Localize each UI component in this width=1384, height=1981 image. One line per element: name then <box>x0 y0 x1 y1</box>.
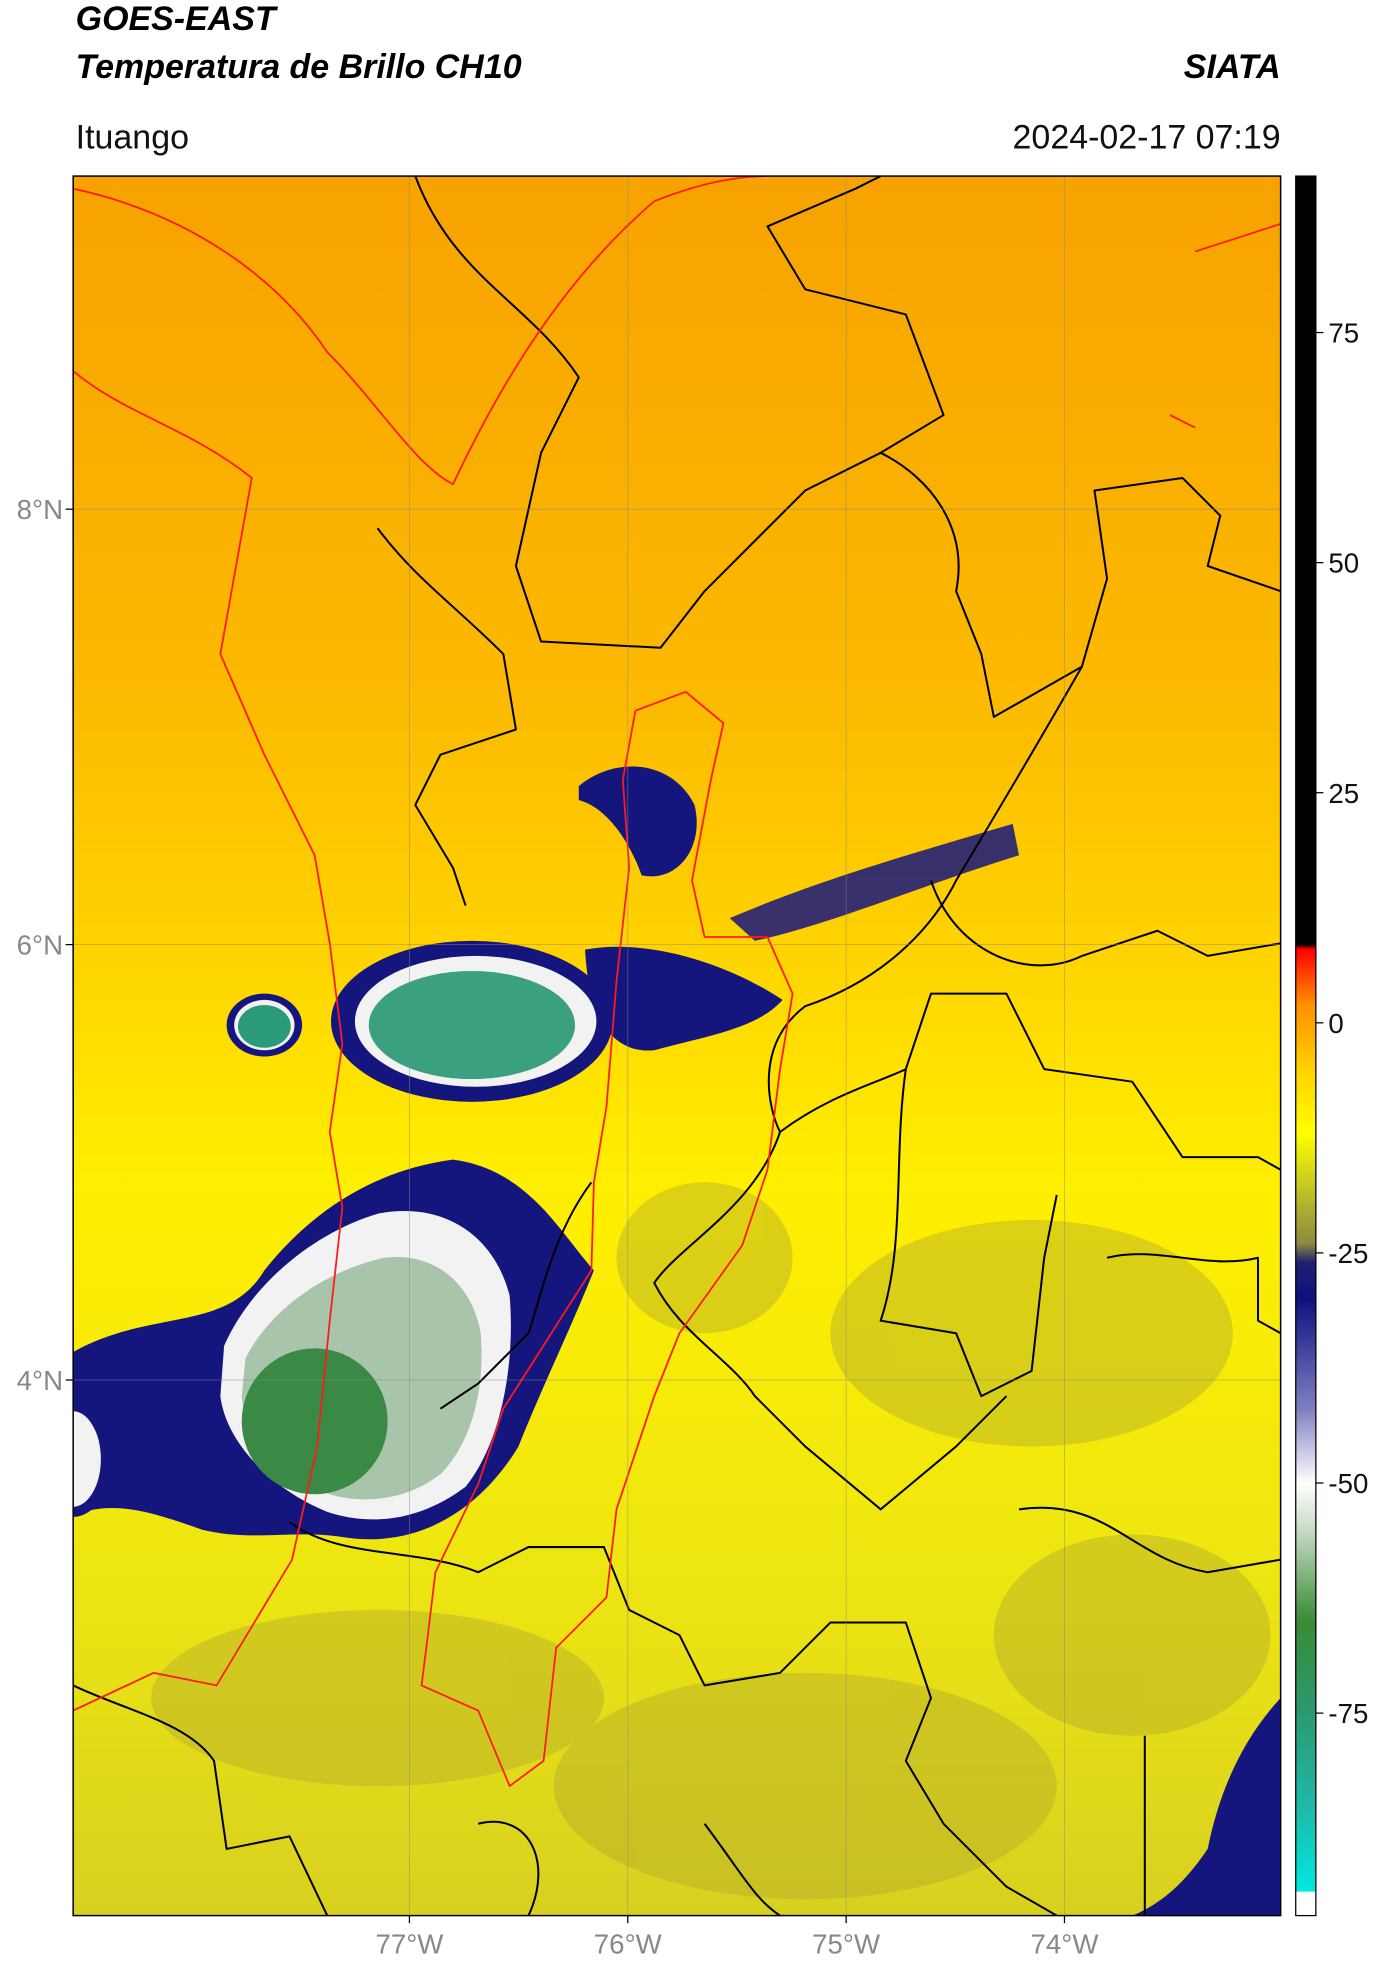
border <box>73 1684 329 1916</box>
cloud <box>1132 1698 1281 1916</box>
border <box>477 1820 781 1916</box>
y-tick-label: 4°N <box>17 1365 63 1396</box>
border <box>288 1521 1058 1916</box>
colorbar-tick-label: -75 <box>1328 1698 1368 1729</box>
olive-patches <box>151 1182 1271 1900</box>
map-imagery <box>73 176 1281 1916</box>
region-outline <box>420 690 794 1787</box>
coastline <box>1169 223 1281 429</box>
y-tick-label: 6°N <box>17 930 63 961</box>
coastline <box>73 370 344 1712</box>
patch <box>553 1672 1057 1900</box>
border <box>767 666 1281 1171</box>
border <box>1018 1506 1281 1916</box>
x-tick-label: 75°W <box>812 1928 881 1959</box>
colorbar <box>1295 175 1317 1917</box>
cloud <box>578 766 697 877</box>
map-frame <box>72 175 1282 1917</box>
cloud <box>585 946 783 1051</box>
brand: SIATA <box>1184 48 1281 86</box>
colorbar-tick-label: -50 <box>1328 1468 1368 1499</box>
patch <box>616 1182 793 1334</box>
coastline <box>73 176 768 486</box>
x-tick-label: 74°W <box>1031 1928 1100 1959</box>
cloud <box>73 1401 111 1517</box>
colorbar-tick-label: 0 <box>1328 1008 1343 1039</box>
grid <box>73 176 1281 1916</box>
border <box>376 527 517 906</box>
title-line: GOES-EAST <box>76 0 279 38</box>
colorbar-tick-label: 50 <box>1328 548 1359 579</box>
colorbar-tick-label: -25 <box>1328 1238 1368 1269</box>
y-tick-label: 8°N <box>17 494 63 525</box>
patch <box>993 1534 1271 1736</box>
timestamp: 2024-02-17 07:19 <box>1013 118 1281 156</box>
patch <box>830 1220 1233 1447</box>
border <box>880 451 1281 718</box>
x-tick-label: 77°W <box>375 1928 444 1959</box>
border <box>879 1068 1058 1398</box>
border <box>930 880 1281 967</box>
border <box>439 1181 593 1410</box>
location: Ituango <box>76 118 189 156</box>
patch <box>151 1609 604 1787</box>
colorbar-tick-label: 75 <box>1328 318 1359 349</box>
cloud-band <box>729 823 1020 941</box>
border <box>414 176 945 649</box>
border <box>653 1131 1008 1511</box>
cloud <box>237 1004 291 1048</box>
title-line: Temperatura de Brillo CH10 <box>76 48 522 86</box>
colorbar-tick-label: 25 <box>1328 778 1359 809</box>
cloud <box>241 1348 388 1495</box>
border <box>1106 1253 1281 1335</box>
cloud <box>368 971 576 1080</box>
x-tick-label: 76°W <box>594 1928 663 1959</box>
